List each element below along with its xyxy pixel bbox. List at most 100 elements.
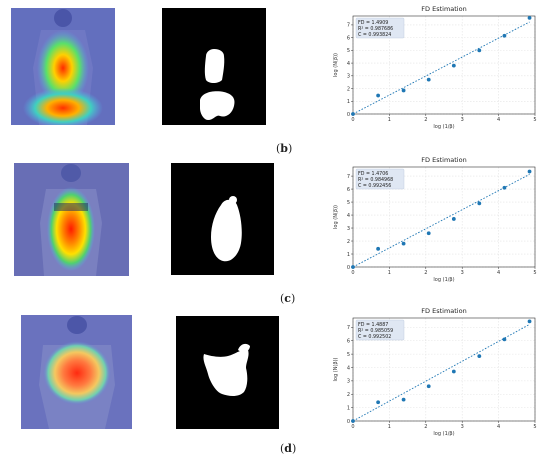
data-point bbox=[477, 201, 482, 206]
y-axis-label: log (N(β)) bbox=[333, 53, 339, 77]
x-tick-label: 4 bbox=[497, 424, 500, 430]
data-point bbox=[451, 63, 456, 68]
x-axis-label: log (1/β) bbox=[433, 277, 454, 283]
x-tick-label: 5 bbox=[533, 424, 536, 430]
data-point bbox=[351, 265, 355, 269]
panel-label-c: (c) bbox=[280, 292, 296, 305]
chart-title: FD Estimation bbox=[421, 5, 466, 13]
y-axis-label: log (N(β)) bbox=[333, 357, 339, 381]
data-point bbox=[351, 419, 355, 423]
y-tick-label: 1 bbox=[347, 99, 350, 105]
x-tick-label: 3 bbox=[461, 117, 464, 123]
data-point bbox=[376, 93, 381, 98]
y-tick-label: 0 bbox=[347, 112, 350, 118]
y-tick-label: 2 bbox=[347, 239, 350, 245]
y-tick-label: 6 bbox=[347, 187, 350, 193]
data-point bbox=[351, 112, 355, 116]
y-tick-label: 5 bbox=[347, 352, 350, 358]
data-point bbox=[376, 246, 381, 251]
x-tick-label: 0 bbox=[351, 270, 354, 276]
fd-plot-svg-d: FD Estimation 0 1 2 3 4 5 0 1 2 3 4 5 6 7 log (1/β) log … bbox=[333, 307, 537, 437]
annotation-text: FD = 1.4909 bbox=[358, 20, 388, 26]
y-tick-label: 7 bbox=[347, 23, 350, 29]
fit-line bbox=[352, 173, 530, 268]
data-point bbox=[502, 337, 507, 342]
data-point bbox=[401, 88, 406, 93]
y-tick-label: 5 bbox=[347, 48, 350, 54]
data-point bbox=[401, 241, 406, 246]
y-tick-label: 3 bbox=[347, 226, 350, 232]
x-tick-label: 3 bbox=[461, 270, 464, 276]
x-tick-label: 4 bbox=[497, 117, 500, 123]
chart-title: FD Estimation bbox=[421, 307, 466, 315]
data-point bbox=[426, 384, 431, 389]
data-point bbox=[502, 185, 507, 190]
y-tick-label: 6 bbox=[347, 339, 350, 345]
data-point bbox=[451, 369, 456, 374]
annotation-text: FD = 1.4706 bbox=[358, 171, 388, 177]
y-tick-label: 7 bbox=[347, 174, 350, 180]
x-tick-label: 0 bbox=[351, 424, 354, 430]
fit-line bbox=[352, 21, 530, 115]
y-tick-label: 3 bbox=[347, 379, 350, 385]
plot-frame bbox=[352, 15, 536, 115]
annotation-box bbox=[355, 17, 405, 39]
mask-image-b bbox=[162, 8, 266, 125]
fd-plot-c: FD Estimation 0 1 2 3 4 5 0 1 2 3 4 5 6 7 log (1/β) log … bbox=[331, 153, 541, 283]
x-tick-label: 2 bbox=[424, 117, 427, 123]
data-point bbox=[401, 397, 406, 402]
y-tick-label: 5 bbox=[347, 200, 350, 206]
data-point bbox=[477, 354, 482, 359]
heatmap-image-d bbox=[21, 315, 132, 429]
x-tick-label: 3 bbox=[461, 424, 464, 430]
y-tick-label: 4 bbox=[347, 365, 350, 371]
annotation-text: C = 0.992456 bbox=[358, 183, 391, 189]
x-tick-label: 5 bbox=[533, 117, 536, 123]
x-tick-label: 2 bbox=[424, 270, 427, 276]
y-tick-label: 0 bbox=[347, 419, 350, 425]
x-axis-label: log (1/β) bbox=[433, 124, 454, 130]
fd-plot-b: FD Estimation 0 1 2 3 4 5 0 1 2 3 4 5 6 7 log (1/β) log … bbox=[331, 2, 541, 130]
x-tick-label: 5 bbox=[533, 270, 536, 276]
data-point bbox=[451, 217, 456, 221]
fd-plot-d: FD Estimation 0 1 2 3 4 5 0 1 2 3 4 5 6 7 log (1/β) log … bbox=[331, 304, 541, 437]
data-point bbox=[527, 319, 532, 324]
mask-image-c bbox=[171, 163, 274, 275]
y-tick-label: 4 bbox=[347, 213, 350, 219]
y-tick-label: 1 bbox=[347, 405, 350, 411]
data-point bbox=[376, 400, 381, 405]
data-point bbox=[477, 48, 482, 53]
annotation-text: R² = 0.987686 bbox=[358, 26, 393, 32]
x-axis-label: log (1/β) bbox=[433, 431, 454, 437]
y-tick-label: 2 bbox=[347, 86, 350, 92]
y-tick-label: 0 bbox=[347, 265, 350, 271]
annotation-text: C = 0.992502 bbox=[358, 334, 391, 340]
fit-line bbox=[352, 324, 530, 422]
x-tick-label: 1 bbox=[388, 424, 391, 430]
x-tick-label: 2 bbox=[424, 424, 427, 430]
panel-label-d: (d) bbox=[280, 442, 297, 455]
y-tick-label: 3 bbox=[347, 74, 350, 80]
data-point bbox=[426, 77, 431, 82]
y-tick-label: 7 bbox=[347, 325, 350, 331]
data-point bbox=[527, 169, 532, 174]
x-tick-label: 1 bbox=[388, 117, 391, 123]
annotation-text: FD = 1.4887 bbox=[358, 322, 388, 328]
data-point bbox=[527, 16, 532, 20]
annotation-box bbox=[355, 319, 405, 341]
plot-frame bbox=[352, 166, 536, 268]
y-axis-label: log (N(β)) bbox=[333, 205, 339, 229]
annotation-text: C = 0.993824 bbox=[358, 32, 391, 38]
data-point bbox=[502, 33, 507, 38]
annotation-text: R² = 0.985059 bbox=[358, 328, 393, 334]
annotation-text: R² = 0.984968 bbox=[358, 177, 393, 183]
chart-title: FD Estimation bbox=[421, 156, 466, 164]
y-tick-label: 4 bbox=[347, 61, 350, 67]
fd-plot-svg-c: FD Estimation 0 1 2 3 4 5 0 1 2 3 4 5 6 7 log (1/β) log … bbox=[333, 156, 537, 283]
x-tick-label: 4 bbox=[497, 270, 500, 276]
fd-plot-svg-b: FD Estimation 0 1 2 3 4 5 0 1 2 3 4 5 6 7 log (1/β) log … bbox=[333, 5, 537, 130]
x-tick-label: 0 bbox=[351, 117, 354, 123]
annotation-box bbox=[355, 168, 405, 190]
y-tick-label: 2 bbox=[347, 392, 350, 398]
y-tick-label: 1 bbox=[347, 252, 350, 258]
